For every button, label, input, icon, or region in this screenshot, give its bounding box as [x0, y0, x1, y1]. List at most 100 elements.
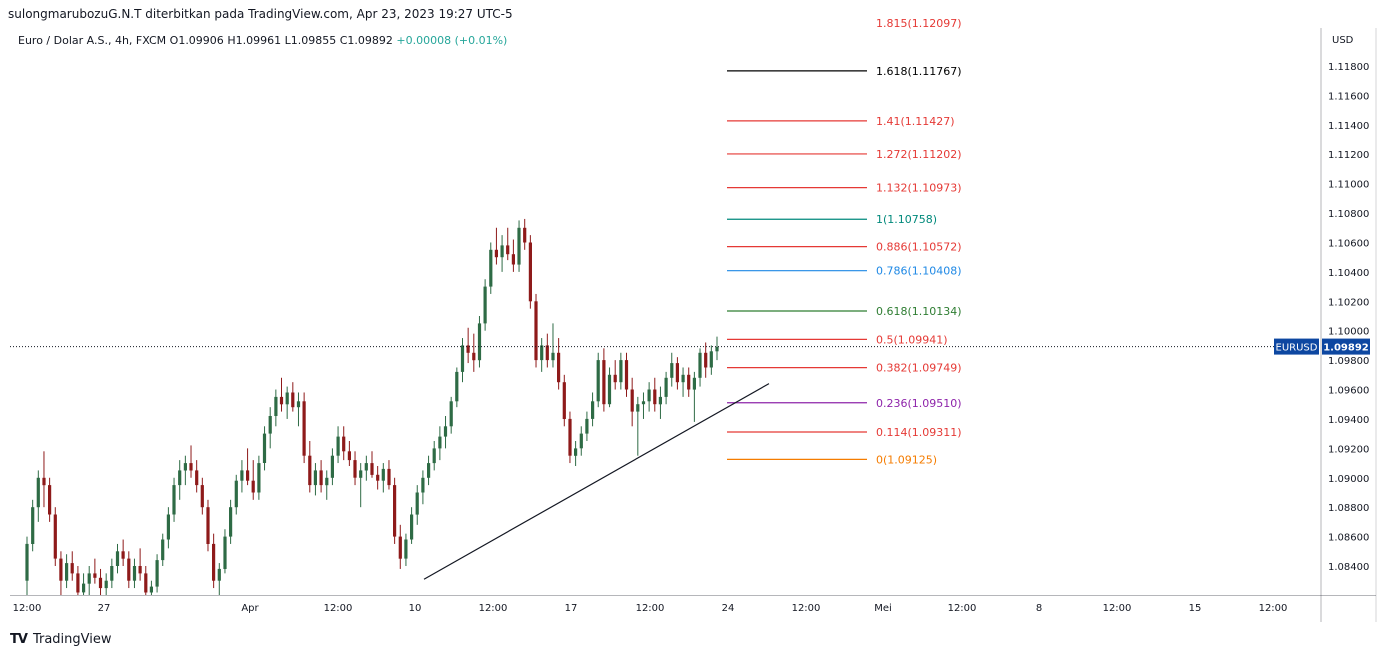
candle-body — [398, 536, 402, 559]
candle — [42, 451, 46, 508]
fib-level[interactable]: 0.618(1.10134) — [727, 305, 962, 318]
fib-level[interactable]: 0.5(1.09941) — [727, 333, 948, 346]
fib-label: 1.132(1.10973) — [876, 182, 962, 195]
candle-body — [579, 433, 583, 449]
candle-body — [455, 371, 459, 402]
candle-body — [562, 382, 566, 419]
fib-level[interactable]: 0.382(1.09749) — [727, 362, 962, 375]
candle-body — [449, 401, 453, 427]
fib-level[interactable]: 1(1.10758) — [727, 213, 937, 226]
candle — [223, 529, 227, 574]
candle-body — [234, 480, 238, 508]
fib-level[interactable]: 0.786(1.10408) — [727, 265, 962, 278]
candle — [87, 566, 91, 595]
fib-level[interactable]: 0.886(1.10572) — [727, 241, 962, 254]
fib-level[interactable]: 0.236(1.09510) — [727, 397, 962, 410]
candle-body — [308, 455, 312, 486]
candle — [562, 374, 566, 427]
ohlc-low: L1.09855 — [284, 34, 337, 47]
candle — [698, 348, 702, 387]
candle — [591, 392, 595, 427]
candle — [636, 396, 640, 456]
time-axis[interactable]: 12:00 27 Apr 12:00 10 12:00 17 12:00 24 12:00 Mei 1… — [13, 603, 1288, 614]
fib-level[interactable]: 0.114(1.09311) — [727, 426, 962, 439]
symbol-name[interactable]: Euro / Dolar A.S., 4h, FXCM — [18, 34, 167, 47]
candle-body — [149, 586, 153, 593]
candle — [104, 573, 108, 595]
candle — [178, 460, 182, 500]
candle — [658, 386, 662, 419]
candle-body — [325, 477, 329, 486]
candle-body — [336, 436, 340, 456]
candle — [121, 539, 125, 566]
candle — [325, 470, 329, 500]
candle-body — [166, 514, 170, 540]
ohlc-close: C1.09892 — [339, 34, 393, 47]
candle-body — [602, 360, 606, 405]
support-trendline[interactable] — [423, 383, 770, 580]
candle-body — [387, 468, 391, 486]
price-tick-label: 1.09000 — [1328, 474, 1369, 485]
candle-body — [246, 470, 250, 481]
candle — [574, 441, 578, 466]
candle-body — [217, 568, 221, 581]
candle — [619, 352, 623, 390]
fib-level[interactable]: 1.618(1.11767) — [727, 65, 962, 78]
candle-body — [93, 573, 97, 578]
candle — [500, 235, 504, 272]
candle — [172, 477, 176, 522]
candle — [568, 411, 572, 464]
candle — [353, 451, 357, 486]
price-tick-label: 1.09200 — [1328, 444, 1369, 455]
candle — [624, 352, 629, 397]
candle-body — [240, 470, 244, 481]
candle-body — [161, 539, 165, 561]
candle-body — [319, 470, 323, 486]
trendline[interactable] — [423, 383, 770, 580]
candle — [472, 333, 476, 372]
candle — [251, 460, 255, 500]
candle-body — [421, 477, 425, 493]
candle — [212, 533, 216, 589]
candle-body — [251, 480, 255, 493]
candle-body — [104, 580, 108, 589]
brand-label: TradingView — [32, 632, 112, 647]
fib-level[interactable]: 1.132(1.10973) — [727, 182, 962, 195]
candle-body — [87, 573, 91, 584]
candle — [25, 536, 29, 595]
candle-body — [121, 551, 125, 559]
candle — [579, 426, 583, 456]
candle — [279, 377, 284, 412]
candle-body — [670, 363, 674, 378]
price-axis[interactable]: USD 1.11800 1.11600 1.11400 1.11200 1.11000 1.… — [1328, 35, 1369, 573]
symbol-badge-label: EURUSD — [1276, 343, 1318, 354]
candle-body — [195, 470, 199, 486]
candle-body — [568, 418, 572, 456]
candle — [93, 558, 97, 584]
tradingview-brand[interactable]: TV TradingView — [10, 632, 111, 647]
fibonacci-extension[interactable]: 1.618(1.11767) 1.41(1.11427) 1.272(1.11202… — [727, 17, 962, 466]
candle-body — [658, 396, 662, 405]
fib-level[interactable]: 1.41(1.11427) — [727, 115, 955, 128]
fib-level[interactable]: 0(1.09125) — [727, 453, 937, 466]
candle — [517, 220, 521, 272]
candle — [596, 352, 600, 408]
candle-body — [36, 477, 40, 508]
candle-body — [523, 227, 527, 243]
candle — [460, 338, 465, 383]
candle-body — [528, 242, 532, 302]
candle-body — [98, 577, 103, 589]
candle-body — [557, 352, 561, 383]
fib-level[interactable]: 1.272(1.11202) — [727, 148, 962, 161]
time-tick-label: 27 — [98, 603, 111, 614]
candle-body — [415, 492, 419, 515]
candle-body — [641, 401, 646, 405]
fib-label: 1.272(1.11202) — [876, 148, 962, 161]
fib-label: 0.236(1.09510) — [876, 397, 962, 410]
fib-label: 0.5(1.09941) — [876, 333, 948, 346]
candle-body — [291, 392, 295, 408]
candle-body — [636, 404, 640, 412]
time-tick-label: 12:00 — [13, 603, 42, 614]
candle-body — [596, 360, 600, 402]
